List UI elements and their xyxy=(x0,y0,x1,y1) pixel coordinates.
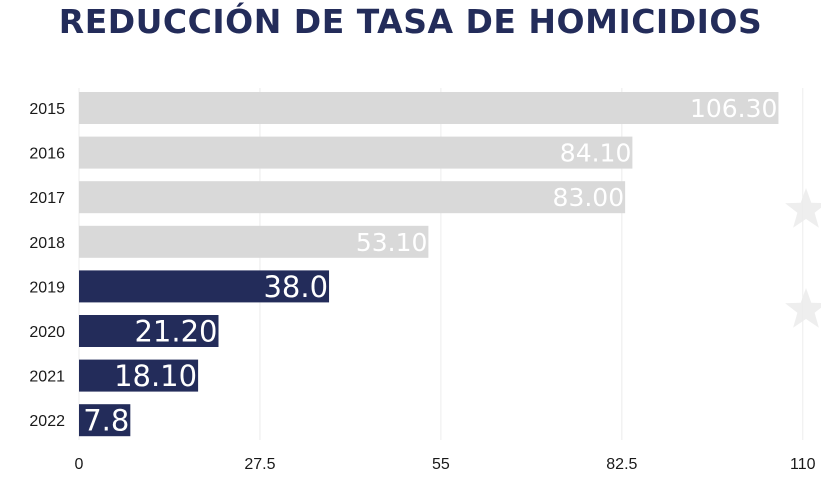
value-label-2019: 38.0 xyxy=(263,270,328,304)
bar-2017 xyxy=(79,181,626,214)
bar-2021 xyxy=(79,359,199,392)
x-tick-label: 55 xyxy=(432,456,450,473)
x-axis-ticks: 0 27.5 55 82.5 110 xyxy=(75,456,816,473)
bar-2022 xyxy=(79,404,131,437)
category-label-2016: 2016 xyxy=(29,146,65,163)
x-tick-label: 110 xyxy=(790,456,816,473)
category-label-2018: 2018 xyxy=(29,235,65,252)
value-label-2021: 18.10 xyxy=(114,359,197,393)
bar-2018 xyxy=(79,225,429,258)
x-tick-label: 0 xyxy=(75,456,84,473)
x-tick-label: 82.5 xyxy=(606,456,637,473)
category-label-2020: 2020 xyxy=(29,324,65,341)
category-label-2017: 2017 xyxy=(29,190,65,207)
value-label-2017: 83.00 xyxy=(553,183,625,212)
category-label-2022: 2022 xyxy=(29,413,65,430)
value-label-2016: 84.10 xyxy=(560,139,632,168)
x-tick-label: 27.5 xyxy=(244,456,275,473)
value-label-2022: 7.8 xyxy=(83,404,129,438)
value-label-2018: 53.10 xyxy=(356,228,428,257)
chart-title: REDUCCIÓN DE TASA DE HOMICIDIOS xyxy=(58,2,763,41)
bar-2016 xyxy=(79,136,633,169)
value-labels: 106.30 84.10 83.00 53.10 38.0 21.20 18.10 7.8 xyxy=(83,94,777,438)
bar-2015 xyxy=(79,92,779,124)
bars xyxy=(79,92,779,437)
category-label-2021: 2021 xyxy=(29,369,65,386)
value-label-2020: 21.20 xyxy=(134,314,217,348)
category-label-2019: 2019 xyxy=(29,279,65,296)
value-label-2015: 106.30 xyxy=(690,94,777,123)
bar-2020 xyxy=(79,315,219,347)
bar-2019 xyxy=(79,270,330,303)
category-labels: 2015 2016 2017 2018 2019 2020 2021 2022 xyxy=(29,101,65,430)
category-label-2015: 2015 xyxy=(29,101,65,118)
